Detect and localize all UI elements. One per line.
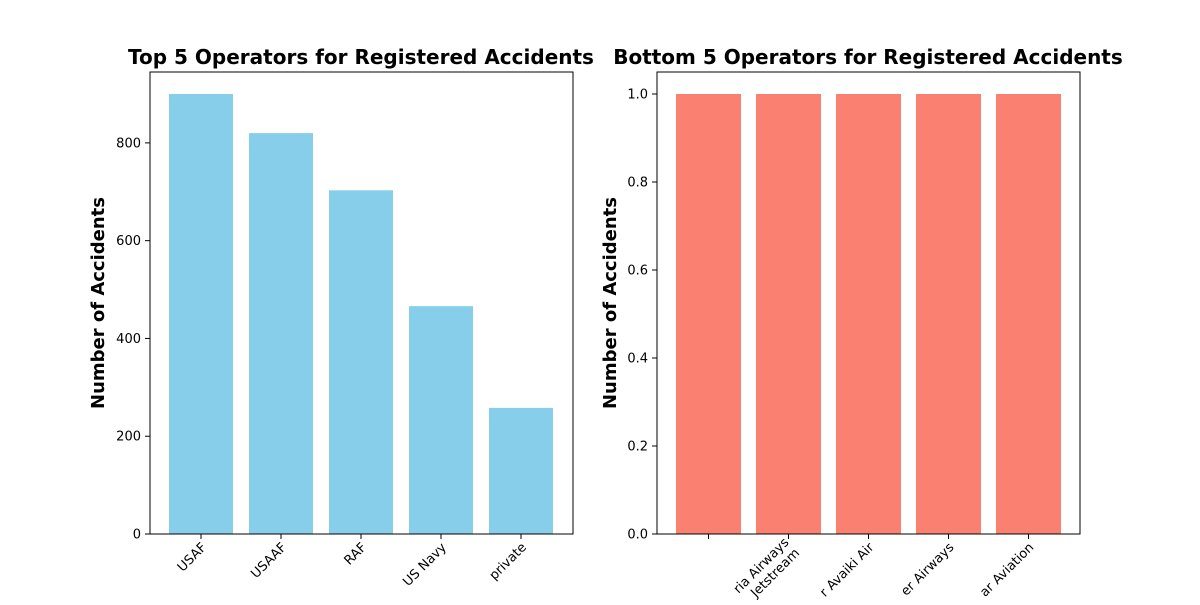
bar-1 xyxy=(676,94,741,534)
x-tick-label: RAF xyxy=(342,540,370,568)
y-tick-label: 0.2 xyxy=(627,440,648,455)
y-tick-label: 0.0 xyxy=(627,528,648,543)
y-tick-label: 600 xyxy=(116,234,141,249)
x-tick-label: private xyxy=(487,540,530,583)
chart-top-operators: 0 200 400 600 800 USAF USAAF RAF US Navy private T… xyxy=(88,45,594,590)
x-tick-label: USAF xyxy=(175,540,210,575)
y-tick-label: 200 xyxy=(116,430,141,445)
bar-3 xyxy=(329,190,393,535)
chart-title: Bottom 5 Operators for Registered Accide… xyxy=(613,45,1123,69)
y-tick-label: 0.6 xyxy=(627,264,648,279)
bar-5 xyxy=(996,94,1061,534)
x-tick-label: USAAF xyxy=(248,540,289,581)
x-tick-label: ar Aviation xyxy=(977,540,1037,600)
bar-4 xyxy=(409,306,473,534)
y-tick-label: 0.8 xyxy=(627,176,648,191)
y-axis-label: Number of Accidents xyxy=(88,197,109,409)
x-tick-label: US Navy xyxy=(400,540,450,590)
bar-4 xyxy=(916,94,981,534)
bar-2 xyxy=(249,133,313,534)
bar-3 xyxy=(836,94,901,534)
bar-2 xyxy=(756,94,821,534)
y-tick-label: 0.4 xyxy=(627,352,648,367)
y-tick-label: 1.0 xyxy=(627,88,648,103)
y-tick-label: 400 xyxy=(116,332,141,347)
y-tick-label: 800 xyxy=(116,136,141,151)
x-tick-label: ria AirwaysJetstream xyxy=(731,535,803,600)
chart-bottom-operators: 0.0 0.2 0.4 0.6 0.8 1.0 ria AirwaysJetstream r … xyxy=(600,45,1123,601)
chart-title: Top 5 Operators for Registered Accidents xyxy=(128,45,594,69)
bar-1 xyxy=(169,94,233,534)
y-tick-label: 0 xyxy=(133,528,141,543)
x-tick-label: r Avaiki Air xyxy=(817,540,878,600)
x-tick-label: er Airways xyxy=(898,540,957,599)
bar-5 xyxy=(489,407,553,534)
y-axis-label: Number of Accidents xyxy=(600,197,621,409)
